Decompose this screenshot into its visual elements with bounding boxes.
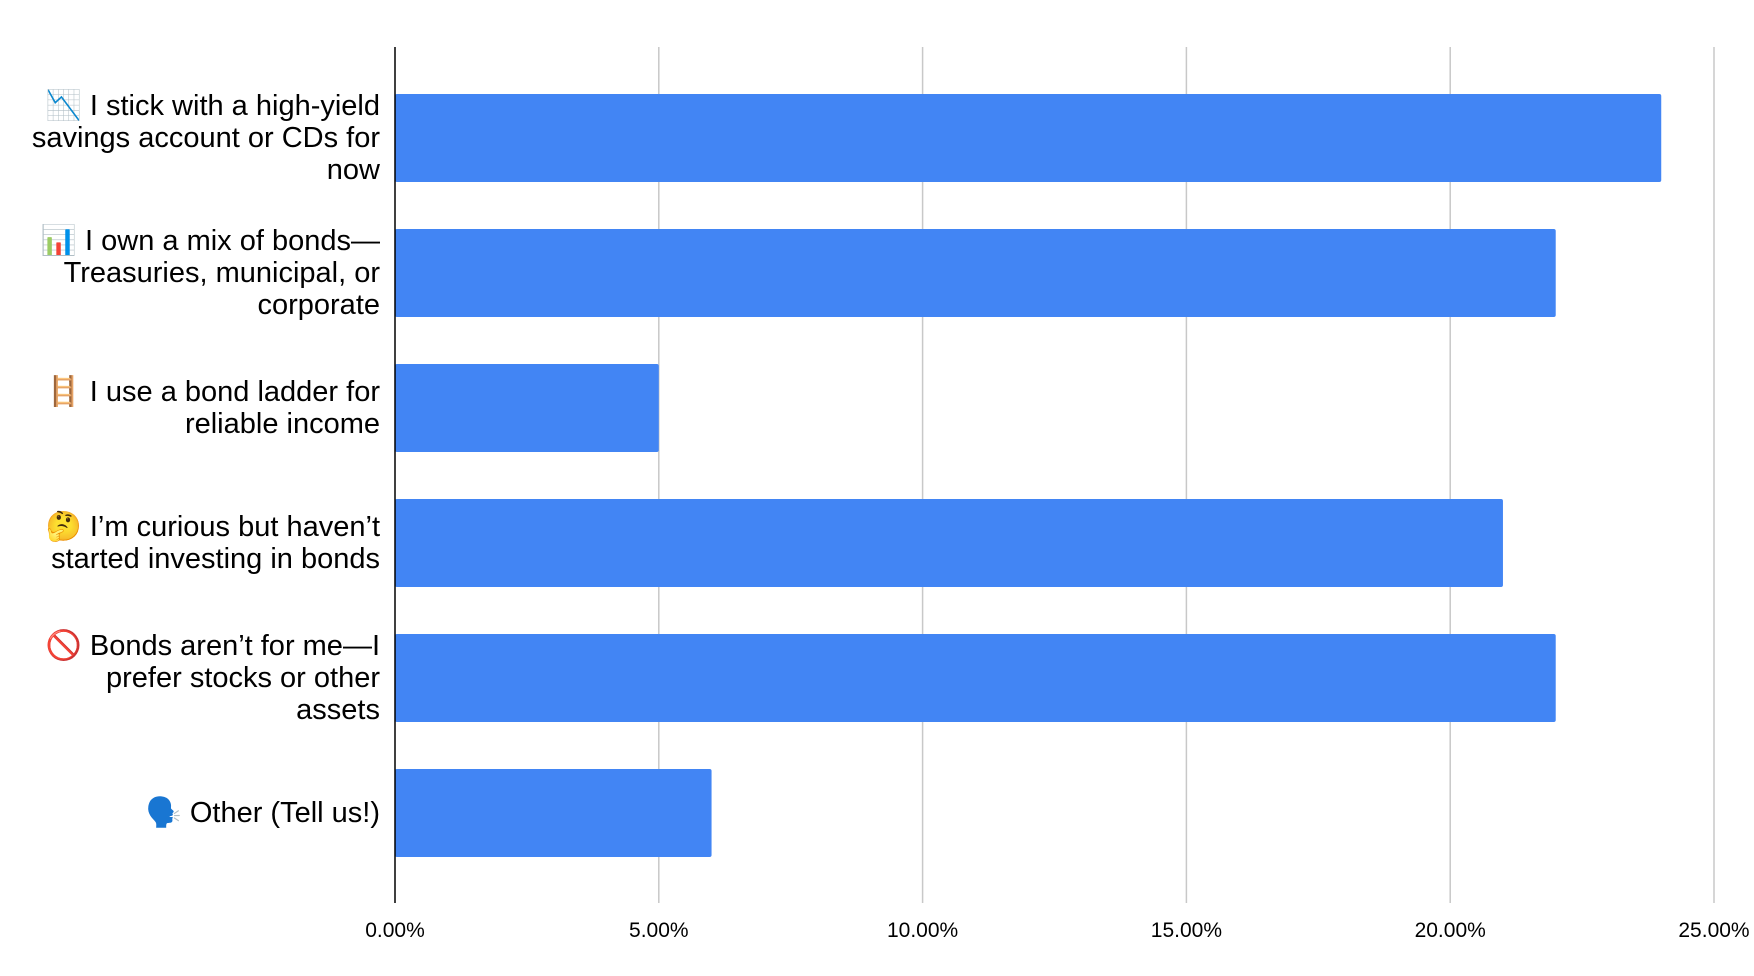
category-label: 🪜 I use a bond ladder for reliable incom…	[45, 376, 380, 440]
bar	[395, 769, 712, 857]
bar	[395, 499, 1503, 587]
bar	[395, 94, 1662, 182]
x-tick-label: 5.00%	[629, 919, 689, 942]
bar	[395, 634, 1556, 722]
bar	[395, 229, 1556, 317]
x-tick-label: 0.00%	[365, 919, 425, 942]
x-tick-label: 15.00%	[1151, 919, 1222, 942]
category-label: 🤔 I’m curious but haven’t started invest…	[45, 511, 380, 575]
category-label: 🗣️ Other (Tell us!)	[145, 797, 380, 829]
x-tick-label: 25.00%	[1678, 919, 1749, 942]
x-tick-label: 20.00%	[1415, 919, 1486, 942]
bar	[395, 364, 659, 452]
category-label: 🚫 Bonds aren’t for me—I prefer stocks or…	[45, 630, 380, 726]
category-label: 📊 I own a mix of bonds—Treasuries, munic…	[40, 225, 380, 321]
x-tick-label: 10.00%	[887, 919, 958, 942]
category-label: 📉 I stick with a high-yield savings acco…	[31, 90, 380, 186]
